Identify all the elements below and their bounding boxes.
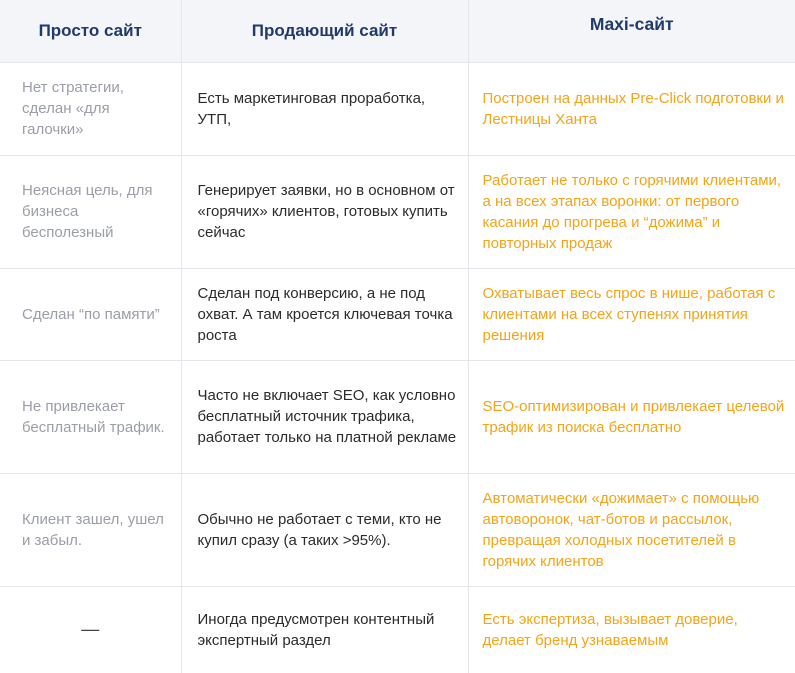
header-row: Просто сайт Продающий сайт Maxi-сайт xyxy=(0,0,795,62)
cell-maxi: SEO-оптимизирован и привлекает целевой т… xyxy=(468,359,795,473)
table-row: — Иногда предусмотрен контентный эксперт… xyxy=(0,585,795,673)
cell-maxi: Охватывает весь спрос в нише, работая с … xyxy=(468,267,795,360)
cell-selling: Обычно не работает с теми, кто не купил … xyxy=(181,472,469,586)
cell-selling: Иногда предусмотрен контентный экспертны… xyxy=(181,585,469,673)
header-maxi-site: Maxi-сайт xyxy=(468,0,795,62)
header-simple-site: Просто сайт xyxy=(0,0,182,62)
cell-selling: Есть маркетинговая проработка, УТП, xyxy=(181,61,469,155)
cell-simple: Нет стратегии, сделан «для галочки» xyxy=(0,61,182,155)
cell-selling: Сделан под конверсию, а не под охват. А … xyxy=(181,267,469,360)
cell-simple: Неясная цель, для бизнеса бесполезный xyxy=(0,154,182,268)
cell-maxi: Построен на данных Pre-Click подготовки … xyxy=(468,61,795,155)
table-row: Сделан “по памяти” Сделан под конверсию,… xyxy=(0,267,795,360)
cell-maxi: Есть экспертиза, вызывает доверие, делае… xyxy=(468,585,795,673)
table-row: Клиент зашел, ушел и забыл. Обычно не ра… xyxy=(0,472,795,586)
cell-maxi: Работает не только с горячими клиентами,… xyxy=(468,154,795,268)
cell-selling: Генерирует заявки, но в основном от «гор… xyxy=(181,154,469,268)
cell-selling: Часто не включает SEO, как условно беспл… xyxy=(181,359,469,473)
cell-simple: Клиент зашел, ушел и забыл. xyxy=(0,472,182,586)
table-row: Не привлекает бесплатный трафик. Часто н… xyxy=(0,359,795,473)
cell-simple: Сделан “по памяти” xyxy=(0,267,182,360)
cell-simple: Не привлекает бесплатный трафик. xyxy=(0,359,182,473)
header-selling-site: Продающий сайт xyxy=(181,0,469,62)
cell-maxi: Автоматически «дожимает» с помощью автов… xyxy=(468,472,795,586)
table-row: Нет стратегии, сделан «для галочки» Есть… xyxy=(0,61,795,155)
table-row: Неясная цель, для бизнеса бесполезный Ге… xyxy=(0,154,795,268)
cell-simple-dash: — xyxy=(0,585,182,673)
